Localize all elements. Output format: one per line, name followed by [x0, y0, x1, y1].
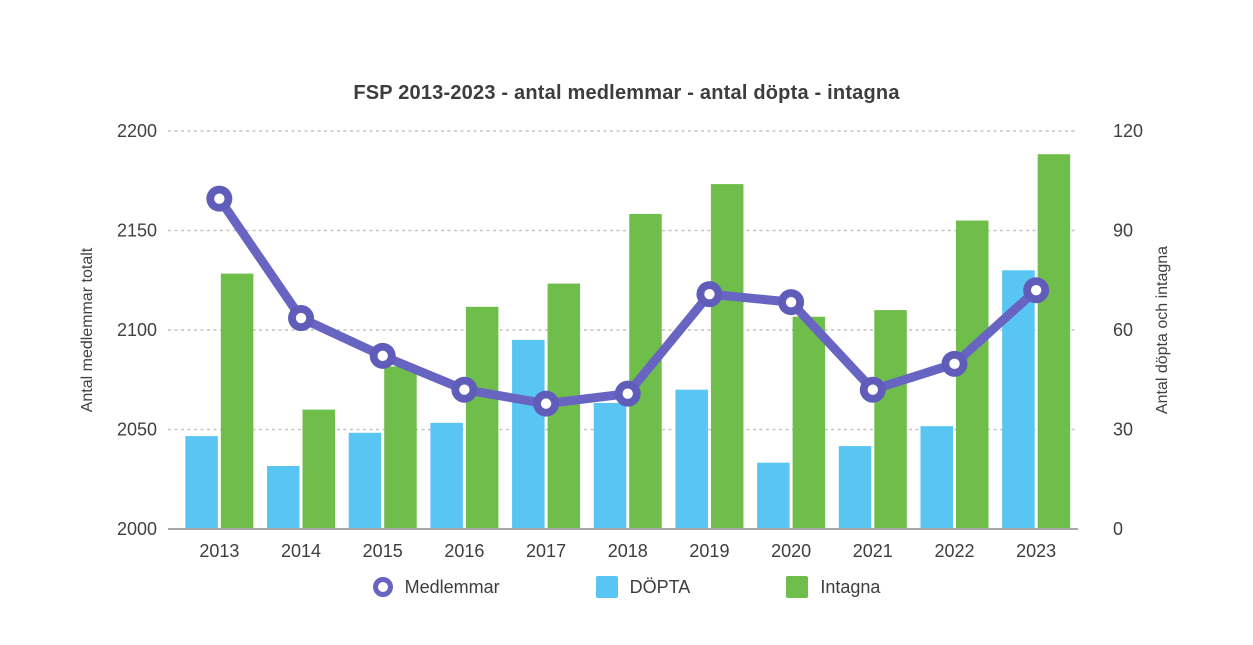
bar-dopta-2022 — [920, 426, 953, 529]
right-axis-tick-label: 30 — [1113, 420, 1133, 440]
data-point-center-2022 — [949, 358, 960, 370]
legend-item-intagna: Intagna — [786, 576, 880, 598]
data-point-center-2018 — [622, 388, 633, 399]
bar-intagna-2020 — [792, 316, 826, 529]
bar-intagna-2016 — [465, 306, 499, 529]
bar-dopta-2019 — [675, 389, 708, 529]
data-point-center-2019 — [704, 288, 715, 300]
data-point-center-2014 — [295, 312, 307, 324]
line-series-marker-icon — [372, 577, 393, 597]
left-axis-tick-label: 2000 — [117, 519, 157, 539]
legend-item-medlemmar: Medlemmar — [372, 576, 500, 598]
line-series-medlemmar — [214, 194, 1041, 409]
bar-dopta-2020 — [757, 462, 790, 529]
legend-label-intagna: Intagna — [820, 576, 881, 597]
bar-intagna-2014 — [302, 409, 336, 529]
bar-swatch-icon-dopta — [595, 576, 618, 598]
x-axis-label-2015: 2015 — [363, 541, 403, 561]
data-point-center-2015 — [377, 350, 388, 362]
left-axis-tick-label: 2050 — [117, 420, 157, 440]
x-axis-label-2022: 2022 — [934, 541, 974, 561]
right-axis-tick-label: 90 — [1113, 221, 1133, 241]
x-axis-label-2020: 2020 — [771, 541, 811, 561]
right-axis-tick-label: 0 — [1113, 519, 1123, 539]
bar-dopta-2017 — [512, 339, 545, 529]
right-axis-tick-label: 120 — [1113, 121, 1143, 141]
x-axis-label-2013: 2013 — [199, 541, 239, 561]
bar-intagna-2013 — [220, 273, 254, 529]
bar-dopta-2018 — [593, 402, 627, 529]
left-axis-tick-label: 2100 — [117, 320, 157, 340]
bar-intagna-2023 — [1037, 154, 1071, 529]
legend-label-dopta: DÖPTA — [629, 576, 691, 597]
bar-dopta-2016 — [430, 422, 463, 529]
bar-intagna-2015 — [384, 366, 417, 529]
x-axis-label-2021: 2021 — [853, 541, 893, 561]
legend: Medlemmar DÖPTA Intagna — [0, 576, 1253, 598]
left-axis-tick-label: 2150 — [117, 221, 157, 241]
chart-title: FSP 2013-2023 - antal medlemmar - antal … — [353, 82, 900, 104]
right-axis-tick-label: 60 — [1113, 320, 1133, 340]
bar-intagna-2021 — [874, 310, 907, 529]
x-axis-label-2019: 2019 — [689, 541, 729, 561]
x-axis-label-2014: 2014 — [281, 541, 321, 561]
x-axis-label-2018: 2018 — [608, 541, 648, 561]
legend-label-medlemmar: Medlemmar — [404, 576, 500, 597]
bar-dopta-2015 — [348, 432, 382, 529]
x-axis-label-2023: 2023 — [1016, 541, 1056, 561]
data-point-center-2023 — [1030, 285, 1042, 296]
x-axis-label-2016: 2016 — [444, 541, 484, 561]
legend-item-dopta: DÖPTA — [595, 576, 691, 598]
data-point-center-2017 — [540, 398, 552, 409]
bar-dopta-2014 — [267, 465, 300, 529]
bar-dopta-2021 — [838, 446, 872, 529]
bar-intagna-2019 — [710, 184, 744, 530]
data-point-center-2013 — [214, 193, 225, 204]
data-point-center-2020 — [785, 296, 797, 308]
data-point-center-2016 — [459, 384, 470, 395]
left-axis-tick-label: 2200 — [117, 121, 157, 141]
x-axis-label-2017: 2017 — [526, 541, 566, 561]
data-point-center-2021 — [867, 384, 878, 395]
bar-dopta-2013 — [185, 436, 218, 529]
bar-swatch-icon-intagna — [786, 576, 809, 598]
